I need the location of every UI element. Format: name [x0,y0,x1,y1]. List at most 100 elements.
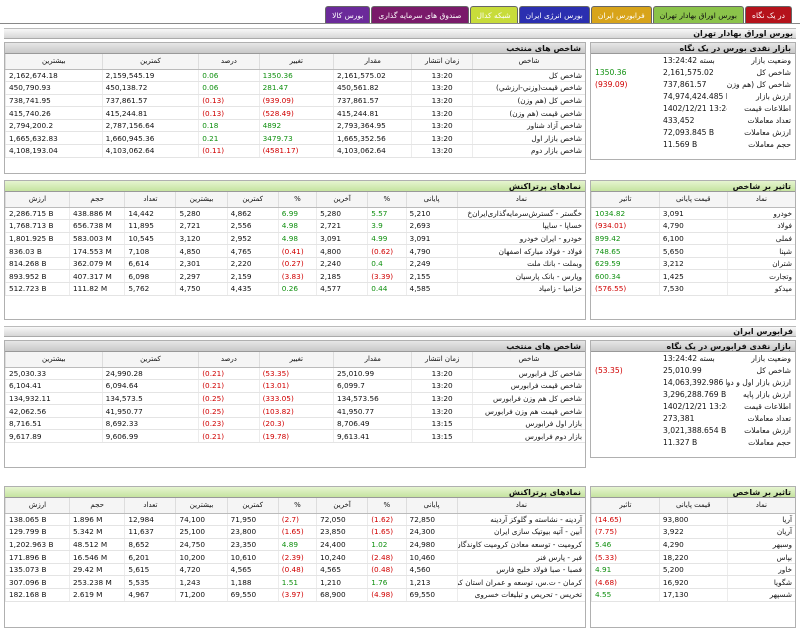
index-name-link[interactable]: شاخص قیمت هم وزن فرابورس [471,404,585,418]
last-price: 2,721 [316,219,368,233]
min-price: 23,800 [226,525,279,539]
overview-label: وضعیت بازار [751,353,791,363]
overview-label: تعداد معاملات [747,413,791,423]
section-title-ifb: فرابورس ایران [4,326,796,337]
table-row: میدکو 7,530 (576.55) [591,282,795,296]
symbol-link[interactable]: آردینه - نشاسته و گلوکز آردینه [456,513,585,527]
tab-5[interactable]: صندوق های سرمایه گذاری [371,6,469,23]
last-price: 2,240 [316,257,368,271]
overview-value: 11.327 B [663,437,698,447]
symbol-link[interactable]: وبملت - بانك ملت [456,257,585,271]
impact-value: 4.91 [591,563,660,577]
symbol-link[interactable]: آریا [726,513,795,527]
symbol-link[interactable]: خودرو - ايران‌ خودرو [456,232,585,246]
impact-value: 748.65 [591,244,660,258]
column-header: آخرین [316,498,368,514]
symbol-link[interactable]: خساپا - سايپا [456,219,585,233]
symbol-link[interactable]: کرومیت - توسعه معادن کرومیت کاوندگان [456,538,585,552]
ifb-popular-panel: نمادهای پرتراکنش نماد پایانی% آخرین% کمترین… [4,486,586,628]
close-price: 5,200 [658,563,728,577]
overview-label: اطلاعات قیمت [744,401,791,411]
trade-value: 2,286.715 B [5,207,70,221]
trade-volume: 438.886 M [68,207,125,221]
symbol-link[interactable]: تخریس - تحریص و تبلیغات خسروی [456,588,585,602]
trade-volume: 16.546 M [68,550,125,564]
symbol-link[interactable]: شگویا [726,575,795,590]
column-header: تاثیر [591,498,660,514]
column-header: بیشترین [5,54,103,70]
overview-row: ارزش معاملات 72,093.845 B [591,126,795,138]
symbol-link[interactable]: وسبهر [726,538,795,552]
symbol-link[interactable]: آریان [726,525,795,539]
tab-6[interactable]: بورس کالا [325,6,371,23]
index-name-link[interactable]: شاخص بازار دوم [471,144,585,158]
symbol-link[interactable]: فبر - پارس فنر [456,550,585,564]
tab-4[interactable]: شبکه کدال [469,6,518,23]
column-header: درصد [198,54,260,70]
max-price: 4,850 [175,244,228,258]
symbol-link[interactable]: فولاد [726,219,795,233]
overview-value: 3,021,388.654 B [663,425,727,435]
table-header: نماد پایانی% آخرین% کمترین بیشترین تعداد حجم ار… [5,192,585,208]
symbol-link[interactable]: خودرو [726,207,795,221]
min-price: 71,950 [226,513,279,527]
impact-value: 5.46 [591,538,660,552]
overview-change [591,424,659,436]
tab-0[interactable]: در یک نگاه [745,6,792,23]
index-name-link[interactable]: شاخص کل هم وزن فرابورس [471,392,585,406]
symbol-link[interactable]: خاور [726,563,795,577]
symbol-link[interactable]: میدکو [726,282,795,296]
close-price: 7,530 [658,282,728,296]
last-price: 5,280 [316,207,368,221]
max-price: 71,200 [175,588,228,602]
index-name-link[interactable]: بازار اول فرابورس [471,417,585,431]
symbol-link[interactable]: وپارس - بانک پارسیان [456,269,585,284]
index-value: 2,793,364.95 [332,119,412,133]
symbol-link[interactable]: بپاس [726,550,795,564]
index-time: 13:20 [411,131,473,146]
symbol-link[interactable]: فولاد - فولاد مباركه اصفهان [456,244,585,258]
impact-value: 899.42 [591,232,660,246]
tse-popular-table: نماد پایانی% آخرین% کمترین بیشترین تعداد حجم ار… [5,192,585,296]
tab-3[interactable]: بورس انرژی ایران [518,6,590,23]
trade-count: 7,108 [124,244,176,258]
symbol-link[interactable]: شپنا [726,244,795,258]
table-row: آبین - آتیه‌ بیوتیک سازی ایران 24,300 (1.6… [5,525,585,539]
impact-value: (934.01) [591,219,660,233]
trade-volume: 1.896 M [68,513,125,527]
overview-change [591,54,659,66]
index-name-link[interactable]: شاخص كل فرابورس [471,367,585,381]
table-row: شاخص قیمت هم وزن فرابورس 13:20 41,950.77 (1… [5,404,585,418]
index-name-link[interactable]: شاخص كل (هم وزن) [471,94,585,108]
symbol-link[interactable]: وتجارت [726,269,795,284]
index-name-link[interactable]: شاخص قيمت فرابورس [471,379,585,393]
column-header: شاخص [471,54,585,70]
last-price: 4,800 [316,244,368,258]
symbol-link[interactable]: شسپهر [726,588,795,602]
tab-2[interactable]: فرابورس ایران [590,6,652,23]
index-time: 13:20 [411,379,473,393]
index-name-link[interactable]: شاخص بازار اول [471,131,585,146]
symbol-link[interactable]: کرمان - ت.س، توسعه و عمران استان کرمان [456,575,585,590]
index-name-link[interactable]: شاخص قيمت (هم وزن) [471,106,585,120]
last-price: 23,850 [316,525,368,539]
tab-1[interactable]: بورس اوراق بهادار تهران [652,6,745,23]
index-time: 13:20 [411,392,473,406]
symbol-link[interactable]: فملی [726,232,795,246]
trade-value: 1,202.963 B [5,538,70,552]
symbol-link[interactable]: خگستر - گسترش‌سرمايه‌گذاری‌ايران‌خ [456,207,585,221]
close-price: 3,212 [658,257,728,271]
index-name-link[interactable]: بازار دوم فرابورس [471,429,585,444]
index-name-link[interactable]: شاخص قيمت(وزني-ارزشي) [471,81,585,95]
index-name-link[interactable]: شاخص كل [471,69,585,83]
max-price: 24,750 [175,538,228,552]
symbol-link[interactable]: خزامیا - زامیاد [456,282,585,296]
symbol-link[interactable]: فصبا - صبا فولاد خلیج فارس [456,563,585,577]
tse-impact-title: تاثیر بر شاخص [591,181,795,192]
last-percent: (2.7) [277,513,317,527]
symbol-link[interactable]: شتران [726,257,795,271]
index-name-link[interactable]: شاخص آزاد شناور [471,119,585,133]
overview-value: بسته 13:24:42 [663,353,715,363]
close-percent: (3.39) [367,269,407,284]
symbol-link[interactable]: آبین - آتیه‌ بیوتیک سازی ایران [456,525,585,539]
